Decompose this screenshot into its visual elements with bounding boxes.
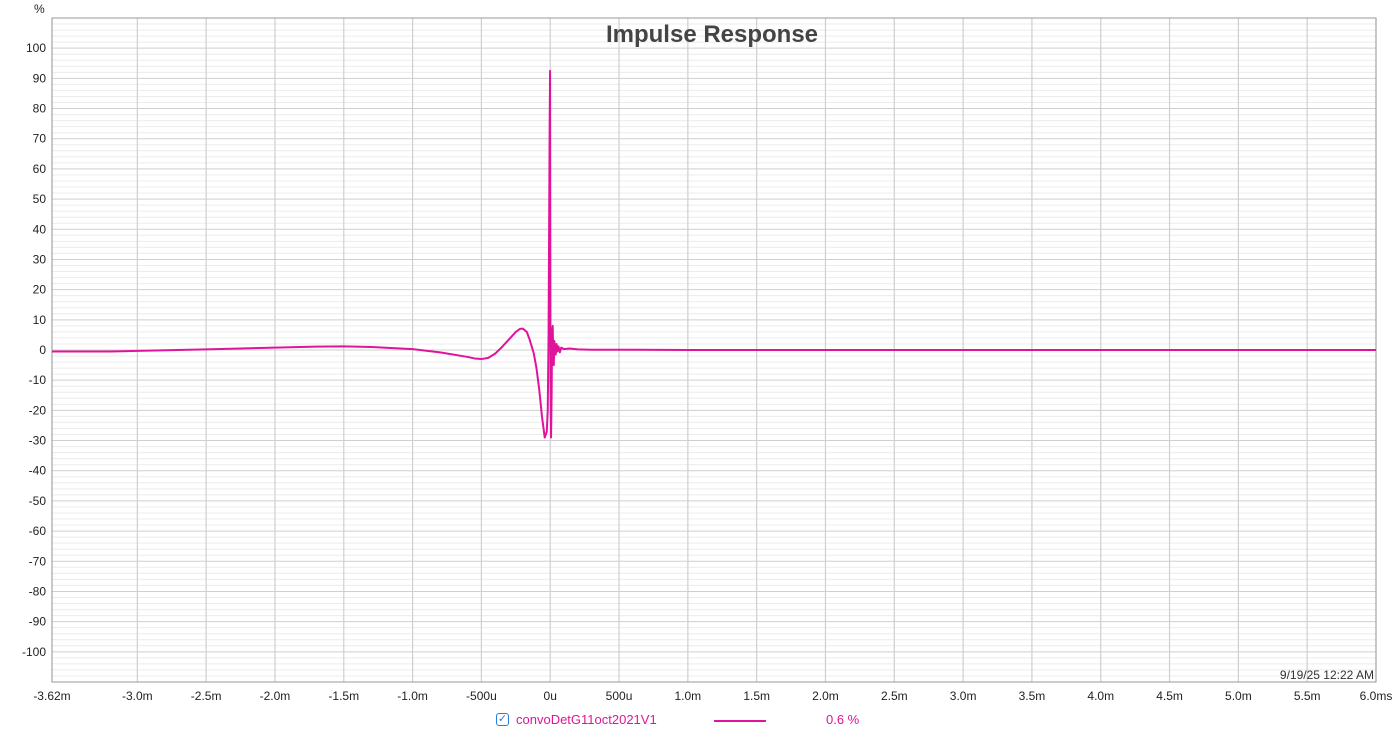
x-axis-ticks: -3.62m -3.0m -2.5m -2.0m -1.5m -1.0m -500u 0u 50… (33, 689, 1392, 703)
x-tick-label: 500u (606, 689, 633, 703)
y-tick-label: 30 (33, 252, 47, 266)
x-tick-label: 0u (544, 689, 557, 703)
x-tick-label: -2.5m (191, 689, 222, 703)
x-tick-label: -3.0m (122, 689, 153, 703)
y-tick-label: -70 (29, 554, 47, 568)
legend-series-value: 0.6 % (826, 712, 860, 727)
x-tick-label: 1.0m (675, 689, 702, 703)
legend-line-swatch (714, 720, 766, 722)
x-tick-label: 5.0m (1225, 689, 1252, 703)
y-tick-label: -50 (29, 494, 47, 508)
y-tick-label: 40 (33, 222, 47, 236)
y-tick-label: -60 (29, 524, 47, 538)
y-axis-ticks: 1009080706050403020100-10-20-30-40-50-60… (22, 41, 46, 659)
x-tick-label: 5.5m (1294, 689, 1321, 703)
series-layer (52, 69, 1376, 439)
y-tick-label: -10 (29, 373, 47, 387)
y-tick-label: 10 (33, 313, 47, 327)
x-tick-label: -1.5m (328, 689, 359, 703)
y-tick-label: -90 (29, 615, 47, 629)
series-line (52, 69, 1376, 439)
x-tick-label: -1.0m (397, 689, 428, 703)
x-tick-label: 1.5m (743, 689, 770, 703)
x-tick-label: 3.5m (1019, 689, 1046, 703)
y-tick-label: 90 (33, 71, 47, 85)
x-tick-label: 2.5m (881, 689, 908, 703)
x-tick-label: 6.0ms (1360, 689, 1393, 703)
x-tick-label: -500u (466, 689, 497, 703)
timestamp: 9/19/25 12:22 AM (1280, 668, 1374, 682)
legend-series-name[interactable]: convoDetG11oct2021V1 (516, 712, 657, 727)
x-tick-label: 2.0m (812, 689, 839, 703)
y-tick-label: 20 (33, 283, 47, 297)
series-visibility-checkbox[interactable]: ✓ (496, 713, 509, 726)
y-tick-label: 50 (33, 192, 47, 206)
x-tick-label: 4.0m (1087, 689, 1114, 703)
y-tick-label: -40 (29, 464, 47, 478)
minor-gridlines (52, 23, 1376, 677)
y-tick-label: -100 (22, 645, 46, 659)
y-tick-label: 60 (33, 162, 47, 176)
y-axis-unit-label: % (34, 2, 45, 16)
y-tick-label: 70 (33, 132, 47, 146)
x-tick-label: -2.0m (260, 689, 291, 703)
x-tick-label: -3.62m (33, 689, 70, 703)
y-tick-label: 80 (33, 102, 47, 116)
chart-title: Impulse Response (606, 21, 818, 48)
y-tick-label: 100 (26, 41, 46, 55)
x-tick-label: 4.5m (1156, 689, 1183, 703)
legend: ✓ convoDetG11oct2021V1 0.6 % (0, 711, 1400, 733)
y-tick-label: 0 (39, 343, 46, 357)
x-tick-label: 3.0m (950, 689, 977, 703)
y-tick-label: -20 (29, 403, 47, 417)
y-tick-label: -30 (29, 434, 47, 448)
y-tick-label: -80 (29, 584, 47, 598)
